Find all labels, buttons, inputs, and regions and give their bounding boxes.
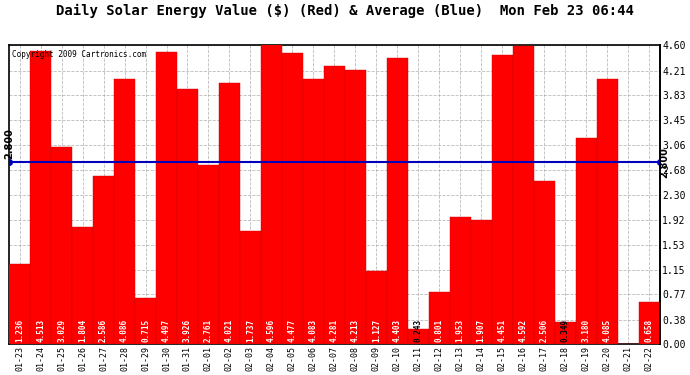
Bar — [324, 66, 345, 345]
Bar — [471, 220, 492, 345]
Text: 1.907: 1.907 — [477, 319, 486, 342]
Text: 4.085: 4.085 — [602, 319, 611, 342]
Text: 3.029: 3.029 — [57, 319, 66, 342]
Bar — [303, 79, 324, 345]
Text: 4.403: 4.403 — [393, 319, 402, 342]
Bar — [51, 147, 72, 345]
Text: 2.800: 2.800 — [660, 147, 669, 178]
Text: 4.596: 4.596 — [267, 319, 276, 342]
Bar — [93, 176, 114, 345]
Text: 1.953: 1.953 — [455, 319, 465, 342]
Text: 1.236: 1.236 — [15, 319, 24, 342]
Text: Daily Solar Energy Value ($) (Red) & Average (Blue)  Mon Feb 23 06:44: Daily Solar Energy Value ($) (Red) & Ave… — [56, 4, 634, 18]
Bar — [135, 298, 156, 345]
Bar — [366, 271, 387, 345]
Text: 0.658: 0.658 — [644, 319, 653, 342]
Bar — [533, 182, 555, 345]
Bar — [72, 227, 93, 345]
Text: 0.715: 0.715 — [141, 319, 150, 342]
Bar — [555, 322, 575, 345]
Text: 0.801: 0.801 — [435, 319, 444, 342]
Text: 4.497: 4.497 — [162, 319, 171, 342]
Text: 4.477: 4.477 — [288, 319, 297, 342]
Bar — [30, 51, 51, 345]
Text: 2.506: 2.506 — [540, 319, 549, 342]
Text: 4.086: 4.086 — [120, 319, 129, 342]
Text: 4.281: 4.281 — [330, 319, 339, 342]
Bar — [9, 264, 30, 345]
Bar — [345, 70, 366, 345]
Text: 4.021: 4.021 — [225, 319, 234, 342]
Bar — [450, 217, 471, 345]
Text: 4.592: 4.592 — [519, 319, 528, 342]
Text: 2.586: 2.586 — [99, 319, 108, 342]
Text: 0.349: 0.349 — [561, 319, 570, 342]
Bar — [428, 292, 450, 345]
Bar — [282, 53, 303, 345]
Text: 3.926: 3.926 — [183, 319, 192, 342]
Bar — [114, 79, 135, 345]
Bar — [492, 55, 513, 345]
Text: 1.804: 1.804 — [78, 319, 87, 342]
Text: 1.737: 1.737 — [246, 319, 255, 342]
Bar — [219, 83, 240, 345]
Text: 4.213: 4.213 — [351, 319, 360, 342]
Bar — [240, 231, 261, 345]
Bar — [513, 46, 533, 345]
Bar — [408, 328, 428, 345]
Bar — [387, 58, 408, 345]
Bar — [638, 302, 660, 345]
Text: 3.180: 3.180 — [582, 319, 591, 342]
Text: 4.513: 4.513 — [36, 319, 45, 342]
Text: 2.761: 2.761 — [204, 319, 213, 342]
Bar — [597, 79, 618, 345]
Bar — [261, 45, 282, 345]
Bar — [198, 165, 219, 345]
Text: Copyright 2009 Cartronics.com: Copyright 2009 Cartronics.com — [12, 50, 146, 59]
Text: 2.800: 2.800 — [4, 128, 14, 159]
Text: 4.451: 4.451 — [497, 319, 506, 342]
Text: 0.243: 0.243 — [414, 319, 423, 342]
Text: 4.083: 4.083 — [309, 319, 318, 342]
Bar — [575, 138, 597, 345]
Bar — [156, 52, 177, 345]
Bar — [177, 89, 198, 345]
Text: 1.127: 1.127 — [372, 319, 381, 342]
